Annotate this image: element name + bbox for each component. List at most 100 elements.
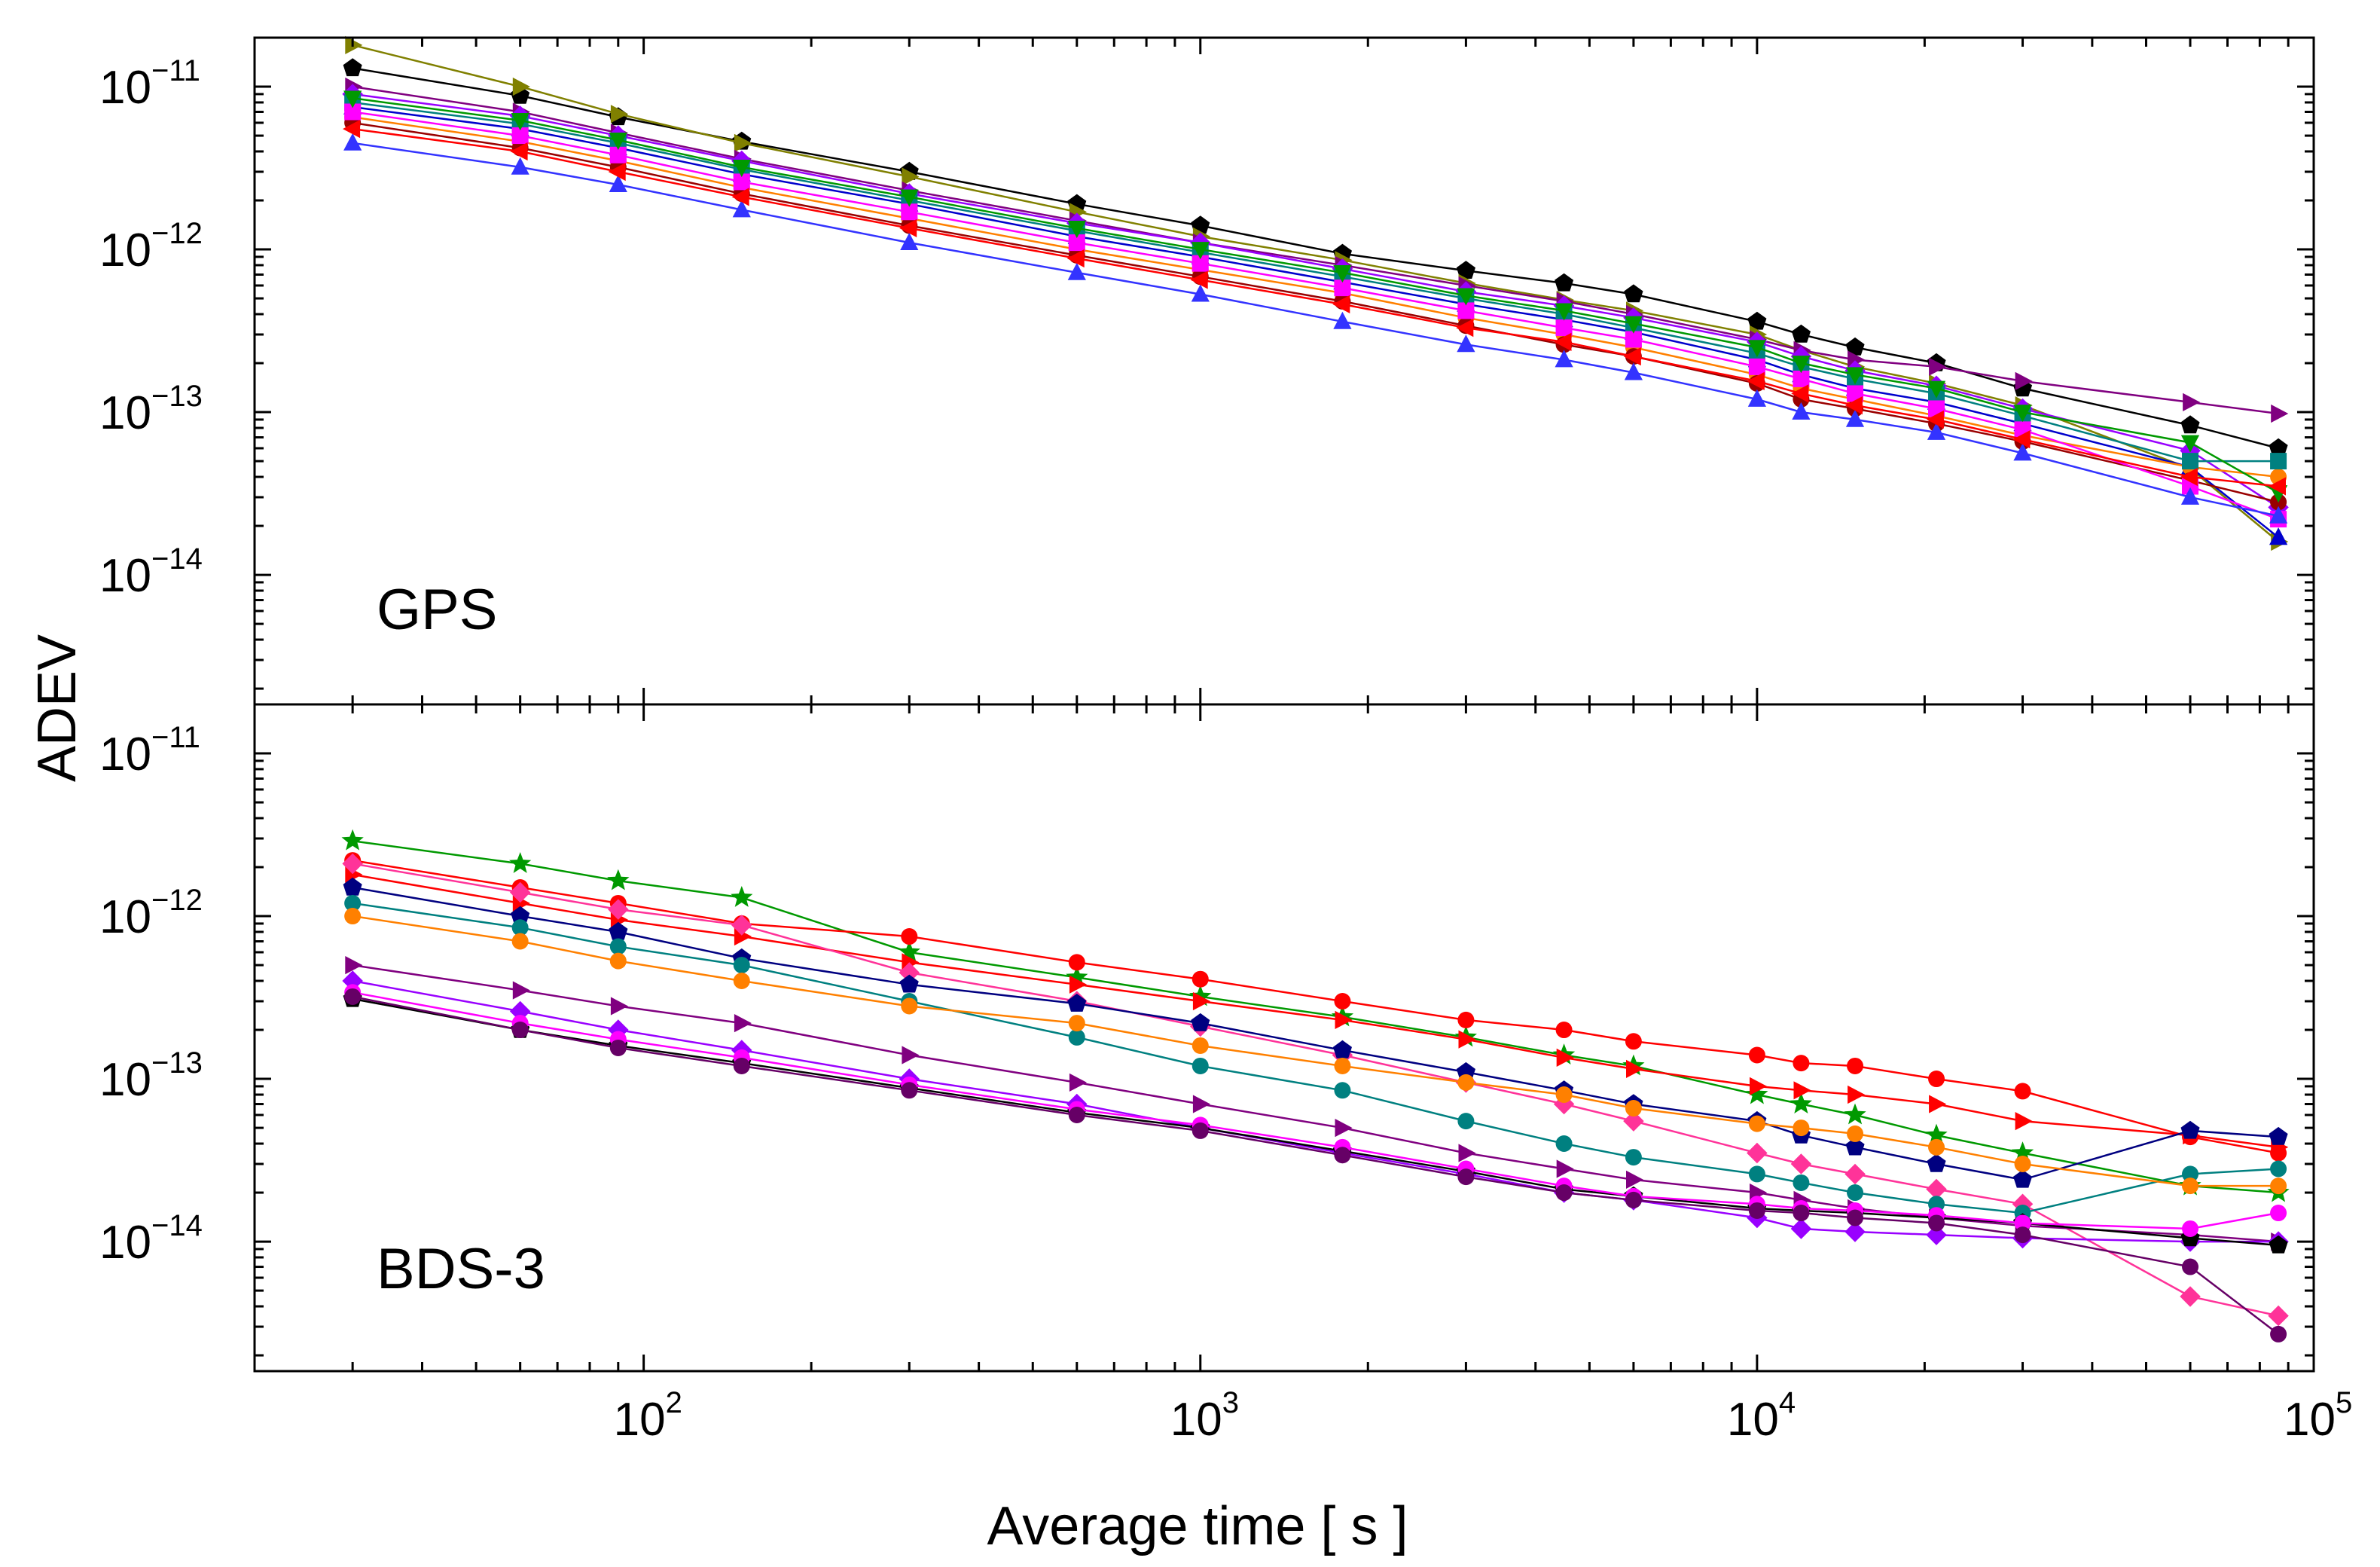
bds3-panel-label: BDS-3 [377, 1237, 545, 1301]
data-point [899, 218, 917, 237]
data-point [2270, 1325, 2287, 1342]
data-point [2269, 1235, 2288, 1254]
data-point [1847, 1209, 1864, 1226]
series-line [352, 997, 2279, 1247]
data-point [1748, 358, 1765, 375]
data-point [341, 829, 364, 851]
data-point [1069, 975, 1087, 994]
series-pink-diamond [342, 853, 2289, 1327]
data-point [1456, 319, 1474, 338]
bds3-panel: 10−11 10−12 10−13 10−14 102 103 104 105 [99, 703, 2352, 1446]
data-point [1625, 1033, 1642, 1050]
data-point [2180, 415, 2200, 434]
data-point [1624, 284, 1643, 303]
data-point [1192, 1037, 1209, 1054]
data-point [1929, 1095, 1947, 1113]
data-point [1848, 1085, 1866, 1104]
data-point [1457, 1011, 1475, 1028]
series-orange-circle [344, 908, 2287, 1195]
data-point [1928, 1138, 1945, 1156]
series-line [352, 902, 2279, 1214]
data-point [1190, 270, 1208, 289]
data-point [1457, 1168, 1475, 1186]
data-point [2014, 1156, 2031, 1173]
data-point [2269, 527, 2288, 545]
data-point [1456, 261, 1475, 279]
data-point [511, 113, 529, 131]
data-point [344, 908, 362, 925]
data-point [511, 919, 529, 936]
series-line [352, 105, 2279, 539]
series-line [352, 995, 2279, 1335]
data-point [345, 956, 363, 975]
x-tick-label: 103 [1170, 1386, 1239, 1446]
series-darkred [344, 114, 2287, 511]
data-point [2183, 393, 2201, 411]
data-point [732, 200, 751, 218]
series-purple-mid [345, 956, 2289, 1251]
data-point [343, 58, 362, 77]
data-point [2269, 438, 2288, 457]
data-point [1747, 1142, 1768, 1164]
data-point [1847, 1125, 1864, 1142]
series-line [352, 886, 2279, 1181]
data-point [343, 120, 361, 139]
data-point [901, 928, 918, 945]
data-point [1845, 1137, 1865, 1156]
data-point [1747, 311, 1767, 330]
data-point [607, 869, 630, 890]
data-point [1068, 1106, 1085, 1123]
y-tick-label: 10−13 [99, 380, 203, 439]
data-point [1191, 284, 1210, 302]
data-point [1747, 389, 1766, 407]
series-teal [344, 93, 2287, 470]
data-point [1790, 1153, 1812, 1174]
data-point [344, 894, 362, 912]
data-point [609, 174, 627, 192]
data-point [1192, 1095, 1210, 1113]
data-point [2182, 1178, 2199, 1195]
data-point [509, 881, 531, 903]
data-point [2182, 1165, 2199, 1183]
data-point [1066, 966, 1088, 987]
data-point [1746, 1083, 1768, 1104]
data-point [2270, 1205, 2287, 1222]
data-point [1847, 385, 1864, 402]
data-point [1335, 1010, 1353, 1029]
data-point [1793, 1081, 1811, 1100]
data-point [1847, 1057, 1864, 1074]
data-point [509, 852, 532, 873]
data-point [2270, 453, 2287, 470]
data-point [2180, 487, 2200, 505]
data-point [1333, 311, 1352, 329]
data-point [1457, 1113, 1475, 1130]
data-point [609, 1039, 627, 1056]
data-point [1624, 316, 1643, 334]
data-point [731, 915, 752, 936]
data-point [731, 886, 753, 907]
data-point [1625, 1100, 1642, 1117]
series-red [343, 120, 2286, 496]
data-point [1458, 1030, 1476, 1049]
data-point [2268, 1305, 2289, 1327]
data-point [734, 133, 752, 152]
data-point [1926, 1224, 1947, 1245]
data-point [1747, 340, 1766, 358]
series-olive [345, 35, 2289, 551]
data-point [1844, 1221, 1866, 1242]
data-point [2013, 1169, 2033, 1188]
data-point [1067, 262, 1086, 280]
data-point [1555, 303, 1573, 321]
y-tick-label: 10−12 [99, 217, 203, 276]
data-point [733, 957, 750, 974]
data-point [1750, 1077, 1768, 1095]
series-purple [345, 77, 2289, 423]
series-line [352, 85, 2279, 415]
series-line [352, 979, 2279, 1243]
data-point [1844, 1163, 1866, 1185]
data-point [1927, 422, 1946, 440]
series-line [352, 873, 2279, 1149]
data-point [511, 1022, 529, 1039]
series-line [352, 93, 2279, 509]
data-point [610, 997, 628, 1016]
